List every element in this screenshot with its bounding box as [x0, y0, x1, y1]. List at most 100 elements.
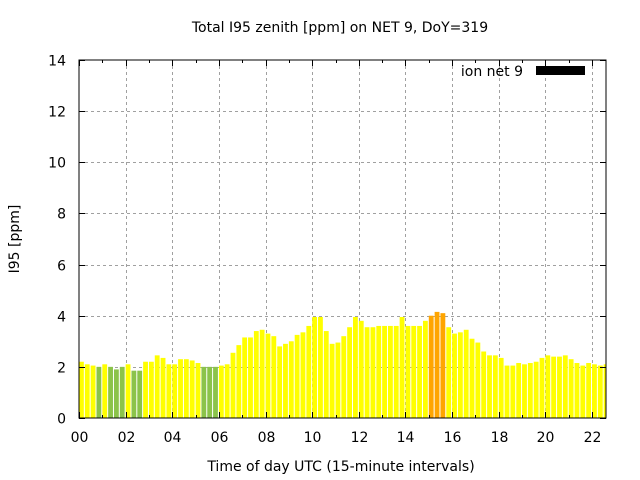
bar	[260, 330, 265, 418]
x-tick-label: 10	[304, 430, 322, 446]
bar	[365, 327, 370, 418]
bar	[394, 326, 399, 418]
bar	[359, 321, 364, 418]
bar	[540, 358, 545, 418]
bar	[283, 344, 288, 418]
bar	[341, 336, 346, 418]
y-tick-label: 6	[57, 259, 66, 275]
bar	[102, 364, 107, 418]
bar	[522, 364, 527, 418]
y-tick-label: 12	[48, 105, 66, 121]
y-tick-label: 14	[48, 54, 66, 70]
bar	[131, 371, 136, 418]
x-tick-label: 18	[491, 430, 509, 446]
y-tick-label: 2	[57, 361, 66, 377]
bar	[487, 355, 492, 418]
x-tick-label: 04	[164, 430, 182, 446]
bar	[347, 327, 352, 418]
bar	[155, 355, 160, 418]
x-tick-label: 00	[71, 430, 89, 446]
bar	[388, 326, 393, 418]
bar	[143, 362, 148, 418]
bar	[551, 357, 556, 418]
y-tick-labels: 0 2 4 6 8 10 12 14	[48, 54, 66, 428]
bar	[400, 317, 405, 418]
bar	[236, 345, 241, 418]
bar	[446, 327, 451, 418]
bar	[120, 367, 125, 418]
y-tick-label: 4	[57, 310, 66, 326]
legend: ion net 9	[461, 64, 585, 80]
bar	[458, 332, 463, 418]
bar	[510, 366, 515, 418]
bar	[85, 364, 90, 418]
bar	[248, 337, 253, 418]
bar	[423, 321, 428, 418]
x-tick-label: 06	[211, 430, 229, 446]
x-axis-label: Time of day UTC (15-minute intervals)	[206, 459, 474, 475]
bar	[411, 326, 416, 418]
y-tick-label: 0	[57, 412, 66, 428]
bar	[586, 363, 591, 418]
chart-title: Total I95 zenith [ppm] on NET 9, DoY=319	[191, 20, 488, 36]
bar	[271, 336, 276, 418]
bar	[598, 366, 603, 418]
bar	[452, 334, 457, 418]
bar	[207, 367, 212, 418]
bars	[79, 312, 606, 418]
bar	[580, 366, 585, 418]
bar	[417, 326, 422, 418]
bar	[499, 358, 504, 418]
bar	[563, 355, 568, 418]
bar	[289, 341, 294, 418]
bar	[493, 355, 498, 418]
bar	[318, 317, 323, 418]
bar	[312, 317, 317, 418]
x-tick-label: 12	[351, 430, 369, 446]
bar	[201, 367, 206, 418]
bar	[254, 331, 259, 418]
bar	[108, 367, 113, 418]
y-tick-label: 10	[48, 156, 66, 172]
bar	[178, 359, 183, 418]
bar	[353, 317, 358, 418]
bar	[161, 358, 166, 418]
x-tick-label: 20	[537, 430, 555, 446]
y-tick-label: 8	[57, 207, 66, 223]
bar	[96, 367, 101, 418]
x-tick-label: 22	[584, 430, 602, 446]
bar	[405, 326, 410, 418]
bar	[371, 327, 376, 418]
bar	[225, 364, 230, 418]
bar	[435, 312, 440, 418]
bar	[184, 359, 189, 418]
bar	[219, 366, 224, 418]
bar	[301, 332, 306, 418]
bar	[91, 366, 96, 418]
bar	[172, 364, 177, 418]
bar	[505, 366, 510, 418]
bar	[190, 360, 195, 418]
bar	[266, 334, 271, 418]
bar	[277, 346, 282, 418]
bar	[464, 330, 469, 418]
bar	[114, 369, 119, 418]
x-tick-labels: 00 02 04 06 08 10 12 14 16 18 20 22	[71, 430, 602, 446]
bar	[475, 343, 480, 418]
x-tick-label: 16	[444, 430, 462, 446]
legend-swatch	[536, 66, 585, 75]
x-tick-label: 08	[258, 430, 276, 446]
bar	[306, 326, 311, 418]
bar	[481, 352, 486, 418]
bar	[382, 326, 387, 418]
x-tick-label: 02	[118, 430, 136, 446]
bar	[545, 355, 550, 418]
legend-label: ion net 9	[461, 64, 523, 80]
bar	[196, 363, 201, 418]
x-tick-label: 14	[397, 430, 415, 446]
bar	[324, 331, 329, 418]
bar	[149, 362, 154, 418]
bar	[330, 344, 335, 418]
bar	[440, 313, 445, 418]
